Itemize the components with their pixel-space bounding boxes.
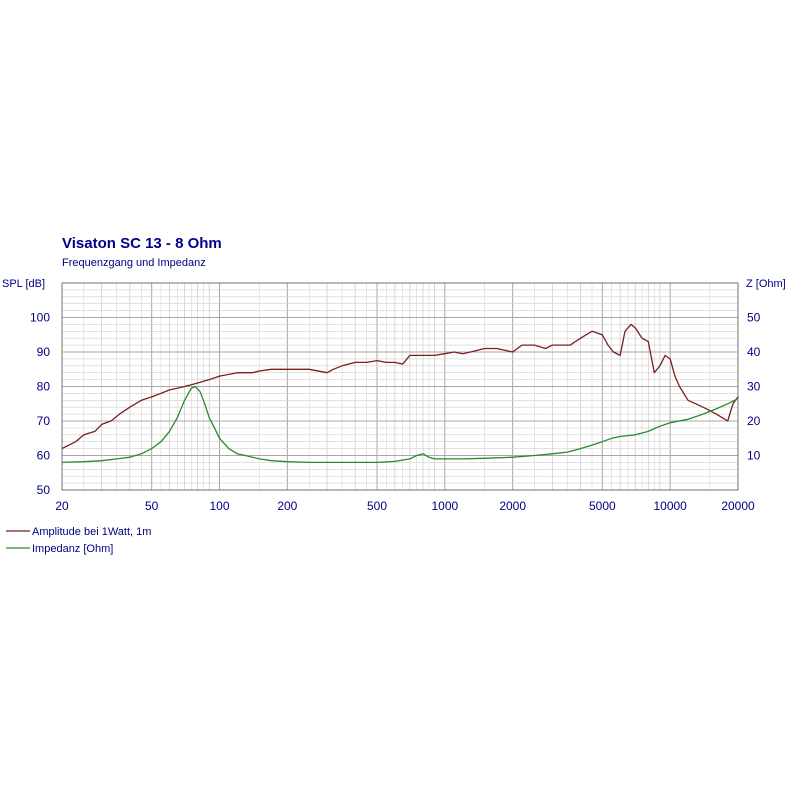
legend-label-impedance: Impedanz [Ohm]: [32, 543, 113, 555]
y-right-tick-label: 20: [747, 414, 761, 428]
y-left-tick-label: 70: [37, 414, 51, 428]
legend-label-amplitude: Amplitude bei 1Watt, 1m: [32, 526, 151, 538]
x-tick-label: 10000: [653, 499, 687, 513]
tick-labels: 20 50 100 200 500 1000 2000 5000 10000 20000 50 60 7…: [30, 311, 761, 514]
plot-frame: [61, 282, 739, 491]
y-left-tick-label: 50: [37, 483, 51, 497]
y-left-tick-label: 100: [30, 311, 50, 325]
x-tick-label: 1000: [431, 499, 458, 513]
y-left-axis-label: SPL [dB]: [2, 278, 45, 290]
y-right-tick-label: 50: [747, 311, 761, 325]
y-right-tick-label: 10: [747, 449, 761, 463]
grid: [61, 282, 739, 491]
chart-title: Visaton SC 13 - 8 Ohm: [62, 235, 222, 252]
x-tick-label: 500: [367, 499, 387, 513]
series-line-amplitude: [61, 323, 739, 450]
y-left-tick-label: 80: [37, 380, 51, 394]
y-left-tick-label: 90: [37, 345, 51, 359]
x-tick-label: 20: [55, 499, 69, 513]
data-series: [61, 323, 739, 464]
chart-subtitle: Frequenzgang und Impedanz: [62, 257, 206, 269]
x-tick-label: 100: [209, 499, 229, 513]
legend: Amplitude bei 1Watt, 1m Impedanz [Ohm]: [6, 526, 151, 555]
y-right-tick-label: 30: [747, 380, 761, 394]
y-right-tick-label: 40: [747, 345, 761, 359]
y-left-tick-label: 60: [37, 449, 51, 463]
x-tick-label: 20000: [721, 499, 755, 513]
x-tick-label: 2000: [499, 499, 526, 513]
y-right-axis-label: Z [Ohm]: [746, 278, 786, 290]
x-tick-label: 200: [277, 499, 297, 513]
x-tick-label: 5000: [589, 499, 616, 513]
x-tick-label: 50: [145, 499, 159, 513]
series-line-impedance: [61, 385, 739, 464]
